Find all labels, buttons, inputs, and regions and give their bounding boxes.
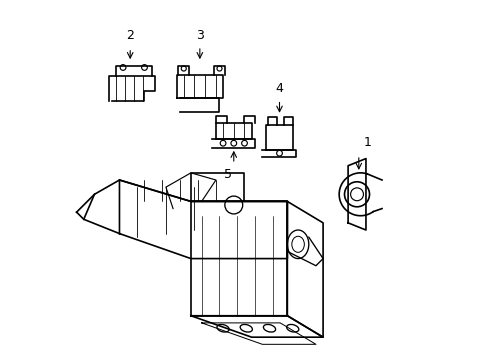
Text: 5: 5 (224, 168, 232, 181)
Text: 1: 1 (363, 136, 371, 149)
Text: 3: 3 (196, 29, 203, 42)
Text: 2: 2 (126, 29, 134, 42)
Text: 4: 4 (275, 82, 283, 95)
